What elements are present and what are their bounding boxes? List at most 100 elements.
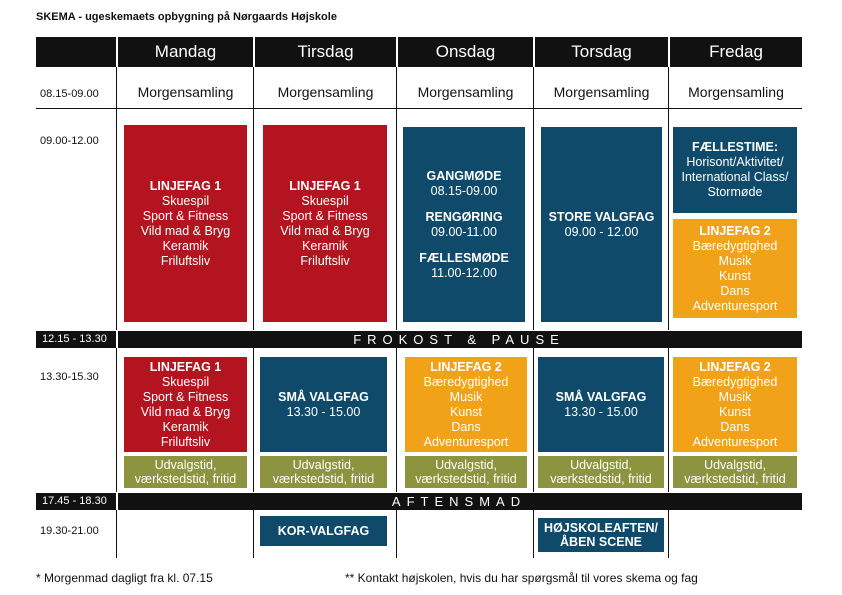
day-header-torsdag: Torsdag	[535, 37, 668, 67]
grid-line	[396, 67, 397, 330]
grid-line	[116, 347, 117, 492]
dinner-band: 17.45 - 18.30 AFTENSMAD	[36, 493, 802, 510]
morgensamling-torsdag: Morgensamling	[553, 84, 650, 100]
udvalgstid-fredag: Udvalgstid, værkstedstid, fritid	[673, 456, 797, 488]
faellestime-fredag: FÆLLESTIME: Horisont/Aktivitet/ Internat…	[673, 127, 797, 213]
box-line: Sport & Fitness	[142, 389, 229, 404]
box-title: GANGMØDE	[426, 168, 502, 183]
header-divider	[396, 37, 398, 67]
box-title: ÅBEN SCENE	[560, 535, 642, 549]
box-line: værkstedstid, fritid	[684, 472, 786, 486]
linjefag1-mandag-afternoon: LINJEFAG 1 Skuespil Sport & Fitness Vild…	[124, 357, 247, 452]
box-line: 09.00-11.00	[431, 224, 497, 239]
box-title: FÆLLESMØDE	[419, 250, 509, 265]
udvalgstid-onsdag: Udvalgstid, værkstedstid, fritid	[405, 456, 527, 488]
box-title: RENGØRING	[425, 209, 503, 224]
row-divider	[36, 108, 802, 109]
box-line: Bæredygtighed	[423, 374, 509, 389]
onsdag-morning-block: GANGMØDE 08.15-09.00 RENGØRING 09.00-11.…	[403, 127, 525, 322]
box-line: Adventuresport	[423, 434, 509, 449]
time-label-forenoon: 09.00-12.00	[40, 135, 99, 147]
box-line: Musik	[449, 389, 483, 404]
box-title: LINJEFAG 1	[149, 178, 222, 193]
box-line: værkstedstid, fritid	[134, 472, 237, 486]
linjefag2-fredag-morning: LINJEFAG 2 Bæredygtighed Musik Kunst Dan…	[673, 219, 797, 318]
box-line: 13.30 - 15.00	[564, 404, 638, 419]
day-header-tirsdag: Tirsdag	[255, 37, 396, 67]
footer-note-contact: ** Kontakt højskolen, hvis du har spørgs…	[345, 571, 698, 585]
header-divider	[253, 37, 255, 67]
morgensamling-onsdag: Morgensamling	[417, 84, 514, 100]
box-line: Keramik	[162, 238, 209, 253]
box-line: International Class/	[681, 170, 789, 184]
dinner-label: AFTENSMAD	[391, 494, 527, 509]
linjefag1-mandag-morning: LINJEFAG 1 Skuespil Sport & Fitness Vild…	[124, 125, 247, 322]
box-title: SMÅ VALGFAG	[555, 389, 647, 404]
day-header-onsdag: Onsdag	[398, 37, 533, 67]
box-line: 11.00-12.00	[431, 265, 497, 280]
box-title: FÆLLESTIME:	[691, 140, 779, 154]
hojskoleaften-torsdag: HØJSKOLEAFTEN/ ÅBEN SCENE	[538, 518, 664, 552]
kor-valgfag-tirsdag: KOR-VALGFAG	[260, 516, 387, 546]
header-divider	[668, 37, 670, 67]
box-line: Bæredygtighed	[692, 374, 778, 389]
box-title: STORE VALGFAG	[548, 209, 655, 224]
day-header-fredag: Fredag	[670, 37, 802, 67]
box-line: Friluftsliv	[300, 253, 350, 268]
box-line: Musik	[718, 389, 752, 404]
grid-line	[668, 509, 669, 558]
day-header-mandag: Mandag	[118, 37, 253, 67]
grid-line	[253, 509, 254, 558]
grid-line	[116, 509, 117, 558]
box-title: LINJEFAG 2	[699, 223, 771, 238]
box-line: 13.30 - 15.00	[286, 404, 361, 419]
box-line: Udvalgstid,	[570, 458, 632, 472]
box-line: Vild mad & Bryg	[140, 223, 231, 238]
box-line: Bæredygtighed	[692, 238, 778, 253]
dinner-time: 17.45 - 18.30	[42, 495, 107, 507]
smaa-valgfag-torsdag: SMÅ VALGFAG 13.30 - 15.00	[538, 357, 664, 452]
box-line: Horisont/Aktivitet/	[686, 155, 784, 169]
udvalgstid-tirsdag: Udvalgstid, værkstedstid, fritid	[260, 456, 387, 488]
box-line: Sport & Fitness	[282, 208, 368, 223]
box-title: LINJEFAG 2	[699, 359, 771, 374]
box-line: Musik	[718, 253, 752, 268]
grid-line	[533, 67, 534, 330]
box-line: Skuespil	[161, 193, 210, 208]
box-line: Kunst	[719, 268, 751, 283]
box-line: værkstedstid, fritid	[272, 472, 375, 486]
box-line: værkstedstid, fritid	[550, 472, 652, 486]
box-title: KOR-VALGFAG	[277, 523, 370, 538]
box-line: Kunst	[450, 404, 482, 419]
box-line: 08.15-09.00	[430, 183, 498, 198]
box-line: Vild mad & Bryg	[280, 223, 370, 238]
box-line: Vild mad & Bryg	[140, 404, 231, 419]
udvalgstid-mandag: Udvalgstid, værkstedstid, fritid	[124, 456, 247, 488]
box-line: Adventuresport	[692, 434, 778, 449]
box-line: Kunst	[719, 404, 751, 419]
header-divider	[533, 37, 535, 67]
box-line: Skuespil	[161, 374, 210, 389]
box-title: LINJEFAG 1	[289, 178, 361, 193]
box-line: Friluftsliv	[160, 434, 211, 449]
grid-line	[668, 67, 669, 330]
grid-line	[533, 509, 534, 558]
store-valgfag-torsdag: STORE VALGFAG 09.00 - 12.00	[541, 127, 662, 322]
linjefag1-tirsdag-morning: LINJEFAG 1 Skuespil Sport & Fitness Vild…	[263, 125, 387, 322]
time-label-afternoon: 13.30-15.30	[40, 371, 99, 383]
grid-line	[253, 67, 254, 330]
morgensamling-fredag: Morgensamling	[688, 84, 784, 100]
box-line: Keramik	[162, 419, 209, 434]
box-title: HØJSKOLEAFTEN/	[544, 521, 658, 535]
time-label-morning: 08.15-09.00	[40, 88, 99, 100]
grid-line	[396, 347, 397, 492]
lunch-label: FROKOST & PAUSE	[353, 332, 565, 347]
grid-line	[253, 347, 254, 492]
box-title: LINJEFAG 2	[430, 359, 502, 374]
morgensamling-mandag: Morgensamling	[137, 84, 234, 100]
box-line: Udvalgstid,	[435, 458, 497, 472]
linjefag2-fredag-afternoon: LINJEFAG 2 Bæredygtighed Musik Kunst Dan…	[673, 357, 797, 452]
box-title: SMÅ VALGFAG	[278, 389, 369, 404]
box-line: Dans	[720, 419, 750, 434]
box-line: Skuespil	[301, 193, 349, 208]
